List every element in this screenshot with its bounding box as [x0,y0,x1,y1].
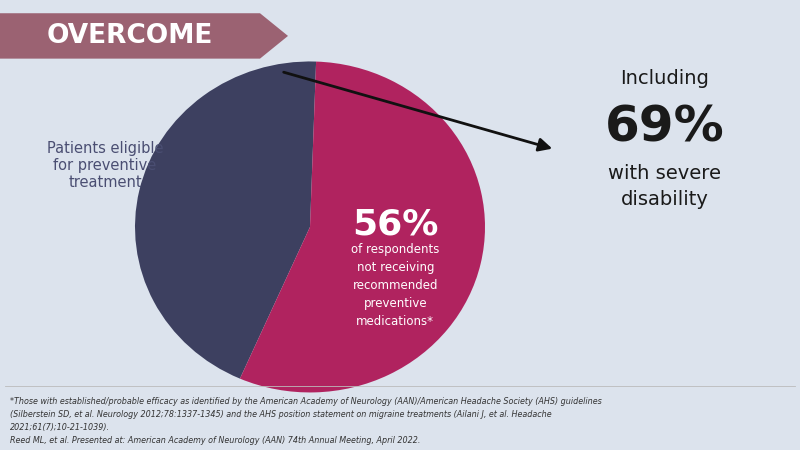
Text: Including: Including [621,69,710,88]
Text: 69%: 69% [605,104,725,152]
Text: with severe
disability: with severe disability [609,163,722,209]
Text: Patients eligible
for preventive
treatment: Patients eligible for preventive treatme… [46,140,163,190]
Text: of respondents
not receiving
recommended
preventive
medications*: of respondents not receiving recommended… [351,243,439,328]
Text: *Those with established/probable efficacy as identified by the American Academy : *Those with established/probable efficac… [10,397,602,445]
Text: 56%: 56% [352,207,438,242]
Polygon shape [0,13,288,58]
Text: OVERCOME: OVERCOME [47,23,213,49]
Wedge shape [135,62,316,378]
Wedge shape [240,62,485,392]
